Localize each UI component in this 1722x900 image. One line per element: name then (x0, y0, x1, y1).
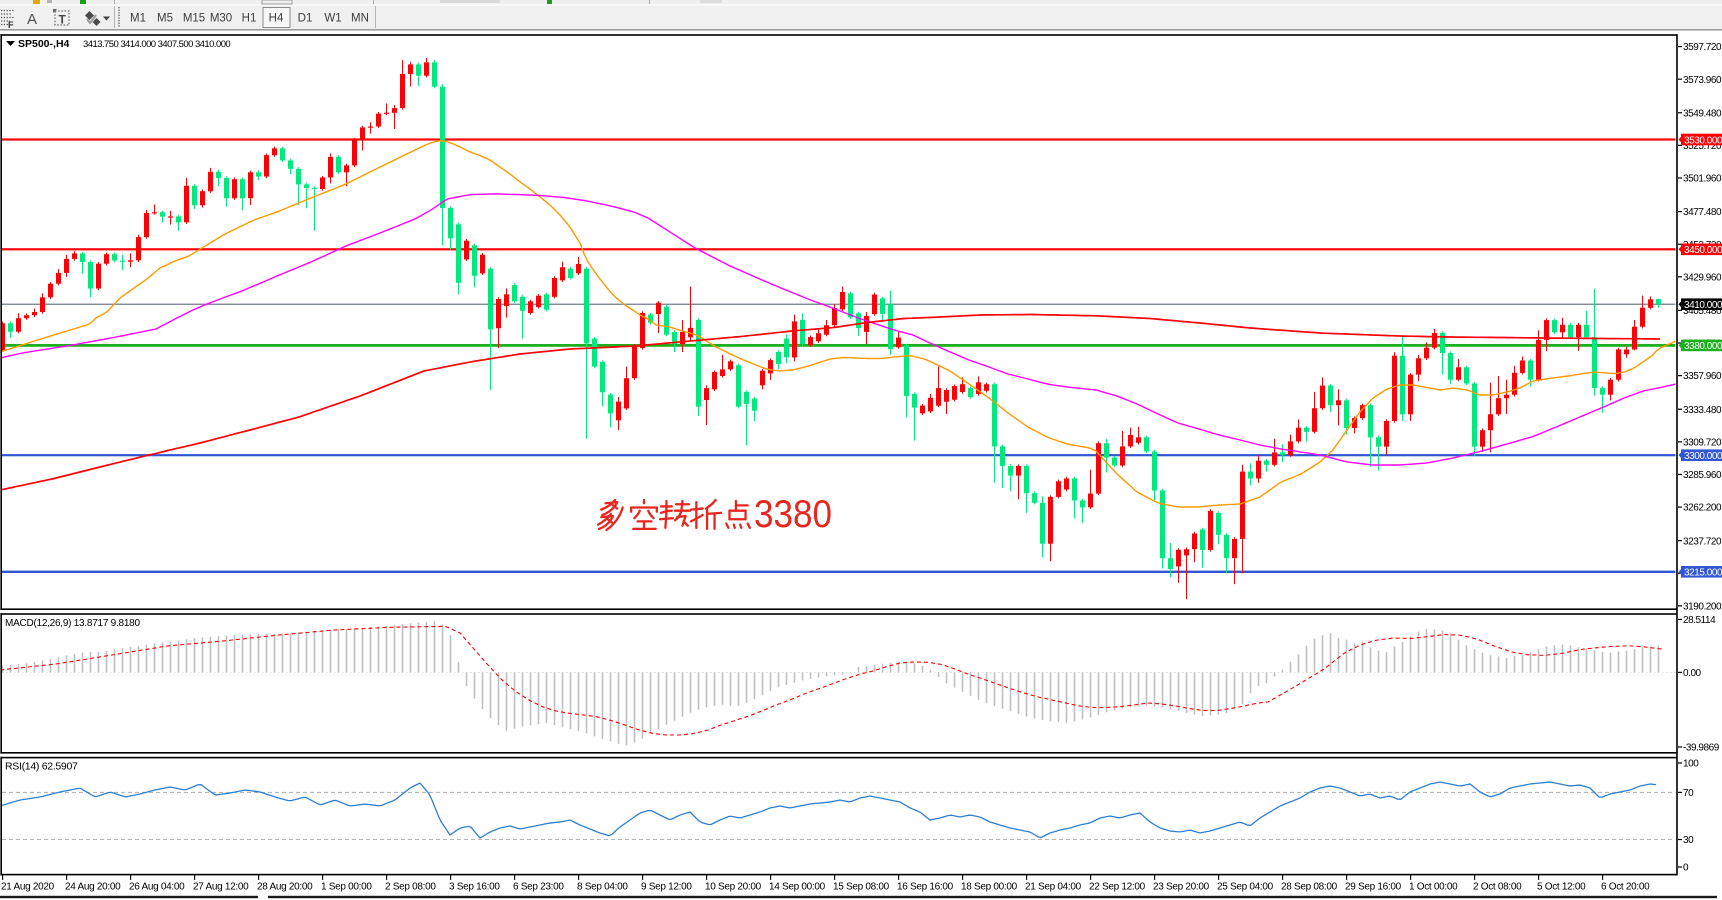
svg-text:3333.480: 3333.480 (1683, 405, 1722, 416)
svg-text:3405.480: 3405.480 (1683, 306, 1722, 317)
svg-text:RSI(14) 62.5907: RSI(14) 62.5907 (5, 761, 78, 773)
svg-text:H4: H4 (269, 13, 284, 25)
svg-text:15 Sep 08:00: 15 Sep 08:00 (833, 882, 890, 893)
svg-text:0.00: 0.00 (1683, 668, 1702, 679)
svg-text:2 Oct 08:00: 2 Oct 08:00 (1473, 882, 1522, 893)
svg-text:0: 0 (1683, 863, 1689, 874)
svg-text:6 Sep 23:00: 6 Sep 23:00 (513, 882, 564, 893)
svg-text:70: 70 (1683, 788, 1694, 799)
svg-text:3309.720: 3309.720 (1683, 437, 1722, 448)
svg-text:3573.960: 3573.960 (1683, 75, 1722, 86)
svg-text:3357.960: 3357.960 (1683, 371, 1722, 382)
svg-text:3237.720: 3237.720 (1683, 536, 1722, 547)
svg-text:3530.000: 3530.000 (1684, 135, 1722, 146)
svg-text:M1: M1 (130, 13, 146, 25)
svg-text:3215.000: 3215.000 (1684, 568, 1722, 579)
svg-text:22 Sep 12:00: 22 Sep 12:00 (1089, 882, 1146, 893)
svg-text:H1: H1 (242, 13, 257, 25)
svg-text:3380.000: 3380.000 (1684, 341, 1722, 352)
svg-text:3300.000: 3300.000 (1684, 451, 1722, 462)
svg-text:21 Aug 2020: 21 Aug 2020 (1, 882, 55, 893)
svg-text:25 Sep 04:00: 25 Sep 04:00 (1217, 882, 1274, 893)
svg-text:6 Oct 20:00: 6 Oct 20:00 (1601, 882, 1650, 893)
svg-text:14 Sep 00:00: 14 Sep 00:00 (769, 882, 826, 893)
svg-text:28 Aug 20:00: 28 Aug 20:00 (257, 882, 313, 893)
svg-text:3380: 3380 (754, 493, 832, 536)
svg-text:26 Aug 04:00: 26 Aug 04:00 (129, 882, 185, 893)
svg-text:3429.960: 3429.960 (1683, 272, 1722, 283)
svg-text:M15: M15 (183, 13, 205, 25)
svg-text:9 Sep 12:00: 9 Sep 12:00 (641, 882, 692, 893)
svg-text:29 Sep 16:00: 29 Sep 16:00 (1345, 882, 1402, 893)
svg-text:3477.480: 3477.480 (1683, 207, 1722, 218)
svg-text:3 Sep 16:00: 3 Sep 16:00 (449, 882, 500, 893)
svg-text:28.5114: 28.5114 (1683, 615, 1716, 626)
svg-text:3285.960: 3285.960 (1683, 470, 1722, 481)
svg-text:D1: D1 (298, 13, 313, 25)
svg-text:100: 100 (1683, 759, 1699, 770)
svg-text:MN: MN (351, 13, 369, 25)
svg-text:16 Sep 16:00: 16 Sep 16:00 (897, 882, 954, 893)
svg-text:27 Aug 12:00: 27 Aug 12:00 (193, 882, 249, 893)
svg-text:10 Sep 20:00: 10 Sep 20:00 (705, 882, 762, 893)
svg-text:SP500-,H4: SP500-,H4 (18, 38, 70, 50)
svg-text:24 Aug 20:00: 24 Aug 20:00 (65, 882, 121, 893)
svg-text:3190.200: 3190.200 (1683, 602, 1722, 613)
svg-text:3413.750 3414.000 3407.500 341: 3413.750 3414.000 3407.500 3410.000 (83, 39, 230, 50)
svg-text:3525.720: 3525.720 (1683, 141, 1722, 152)
svg-text:28 Sep 08:00: 28 Sep 08:00 (1281, 882, 1338, 893)
svg-text:MACD(12,26,9) 13.8717 9.8180: MACD(12,26,9) 13.8717 9.8180 (5, 618, 140, 629)
svg-text:3501.960: 3501.960 (1683, 174, 1722, 185)
svg-text:-39.9869: -39.9869 (1683, 743, 1720, 754)
svg-text:A: A (27, 11, 37, 28)
svg-text:3597.720: 3597.720 (1683, 42, 1722, 53)
svg-text:1 Oct 00:00: 1 Oct 00:00 (1409, 882, 1458, 893)
svg-text:30: 30 (1683, 835, 1694, 846)
svg-text:3450.000: 3450.000 (1684, 245, 1722, 256)
svg-text:21 Sep 04:00: 21 Sep 04:00 (1025, 882, 1082, 893)
svg-text:3549.480: 3549.480 (1683, 108, 1722, 119)
svg-text:W1: W1 (324, 13, 341, 25)
svg-text:23 Sep 20:00: 23 Sep 20:00 (1153, 882, 1210, 893)
svg-text:2 Sep 08:00: 2 Sep 08:00 (385, 882, 436, 893)
svg-text:18 Sep 00:00: 18 Sep 00:00 (961, 882, 1018, 893)
svg-text:T: T (59, 13, 67, 27)
svg-text:3262.200: 3262.200 (1683, 503, 1722, 514)
svg-text:M5: M5 (157, 13, 173, 25)
svg-text:1 Sep 00:00: 1 Sep 00:00 (321, 882, 372, 893)
svg-text:M30: M30 (210, 13, 232, 25)
svg-text:F: F (8, 20, 14, 30)
svg-text:3410.000: 3410.000 (1684, 300, 1722, 311)
svg-text:8 Sep 04:00: 8 Sep 04:00 (577, 882, 628, 893)
svg-text:5 Oct 12:00: 5 Oct 12:00 (1537, 882, 1586, 893)
